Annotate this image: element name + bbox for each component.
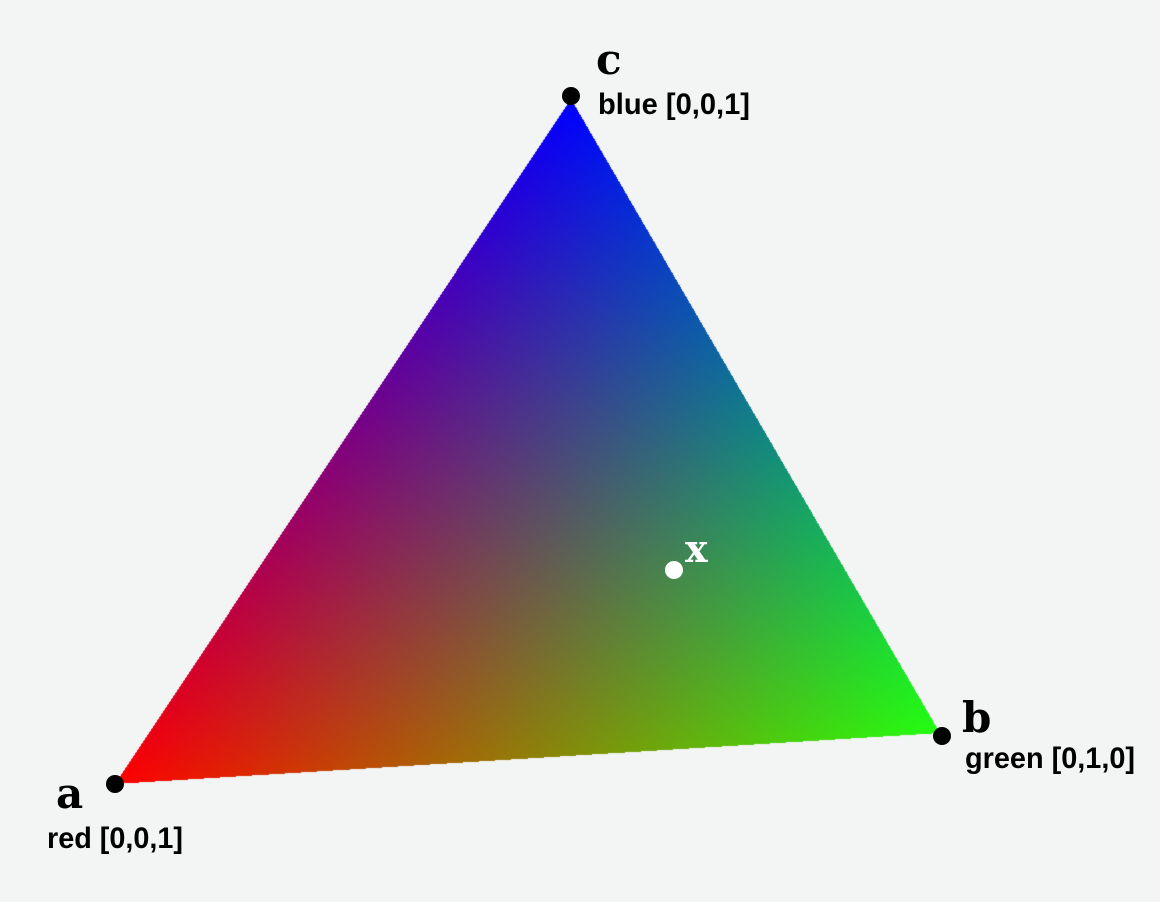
vertex-c: c blue [0,0,1] — [562, 35, 750, 121]
vertex-c-letter: c — [596, 35, 622, 84]
point-x-dot — [665, 561, 683, 579]
vertex-a-color-label: red [0,0,1] — [47, 822, 183, 855]
vertex-a-dot — [106, 775, 124, 793]
vertex-b-dot — [933, 727, 951, 745]
vertex-c-color-label: blue [0,0,1] — [598, 88, 750, 121]
vertex-a-letter: a — [56, 769, 83, 818]
vertex-c-dot — [562, 87, 580, 105]
point-x-letter: x — [685, 526, 708, 571]
vertex-b-letter: b — [962, 693, 991, 742]
vertex-b: b green [0,1,0] — [933, 693, 1135, 775]
point-x: x — [665, 526, 708, 579]
vertex-a: a red [0,0,1] — [47, 769, 183, 855]
vertex-b-color-label: green [0,1,0] — [965, 742, 1135, 775]
